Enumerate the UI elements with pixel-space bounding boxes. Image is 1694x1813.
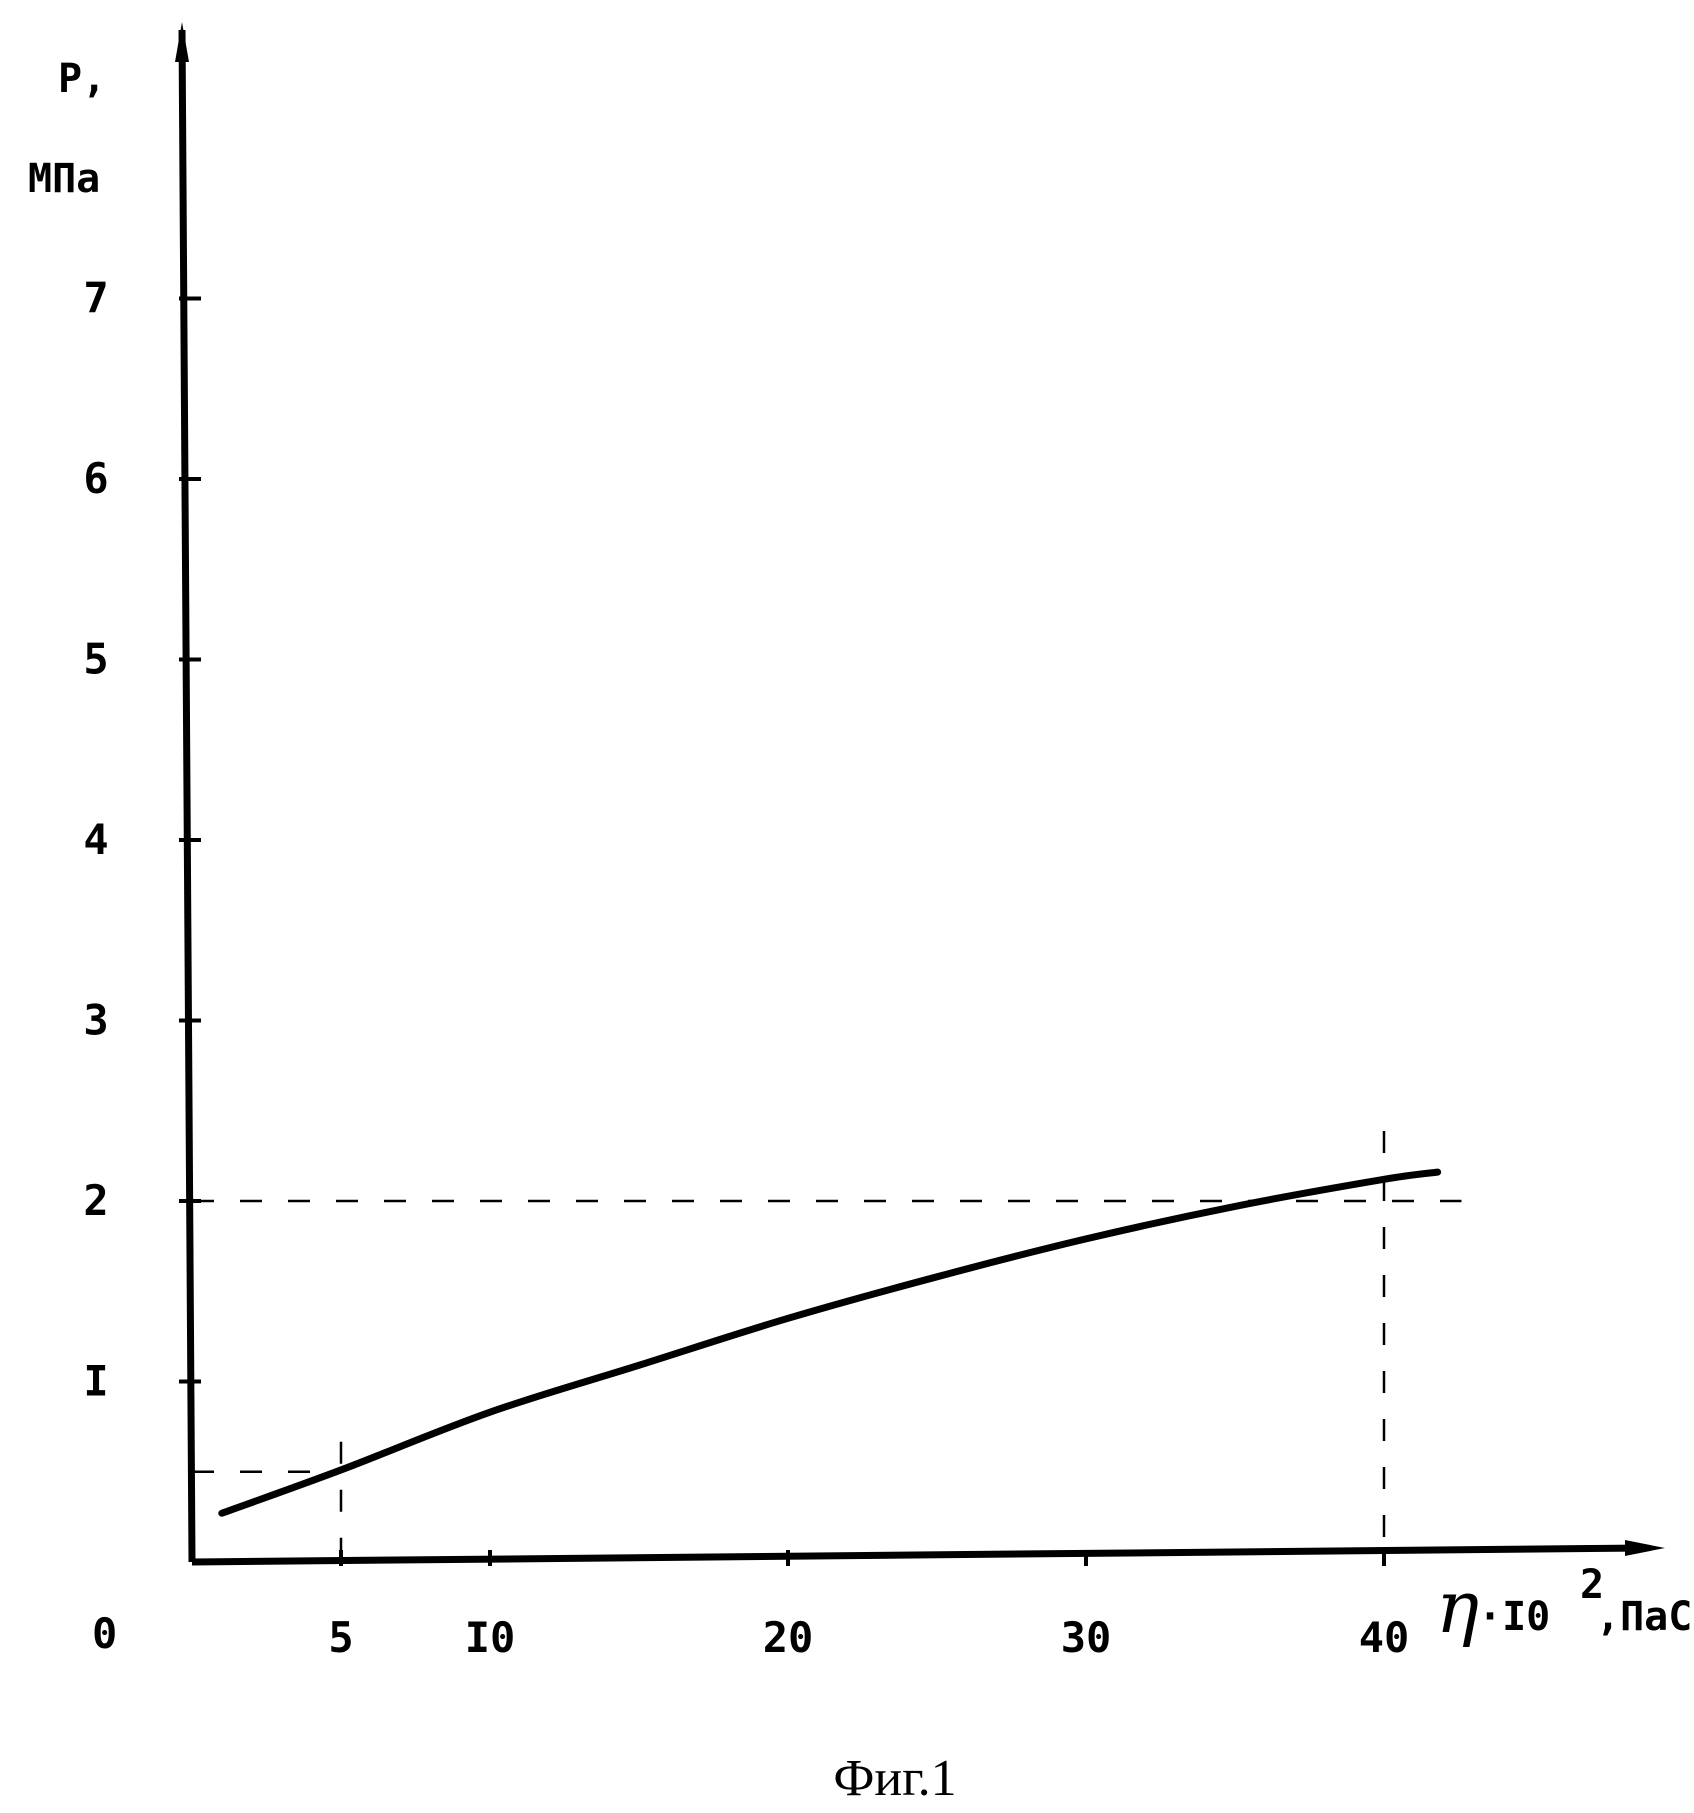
series — [222, 1172, 1438, 1513]
x-tick-label: 5 — [328, 1613, 353, 1662]
x-axis — [192, 1548, 1645, 1562]
x-axis-title-symbol: η — [1436, 1565, 1479, 1649]
y-axis-title-line1: P, — [58, 56, 106, 102]
y-axis-arrow — [175, 22, 189, 62]
x-axis-arrow — [1625, 1540, 1665, 1556]
axes — [175, 22, 1665, 1562]
y-tick-label: 3 — [83, 996, 108, 1045]
y-tick-label: 7 — [83, 274, 108, 323]
y-tick-label: 5 — [83, 635, 108, 684]
ticks: 5 I0 20 30 40 I 2 3 4 5 6 7 — [83, 274, 1409, 1663]
x-tick-label: I0 — [465, 1613, 516, 1662]
x-axis-title-rest: ·I0 — [1478, 1594, 1550, 1640]
x-tick-label: 40 — [1359, 1613, 1410, 1662]
y-tick-label: 6 — [83, 454, 108, 503]
series-line — [222, 1172, 1438, 1513]
x-tick-label: 20 — [763, 1613, 814, 1662]
x-axis-title-unit: ,ПаС — [1596, 1594, 1692, 1640]
x-tick-label: 30 — [1061, 1613, 1112, 1662]
y-tick-label: I — [83, 1357, 108, 1406]
y-tick-label: 4 — [83, 815, 108, 864]
figure-caption: Фиг.1 — [833, 1750, 956, 1807]
y-axis-title-line2: МПа — [28, 156, 100, 202]
y-axis — [182, 30, 192, 1562]
y-tick-label: 2 — [83, 1176, 108, 1225]
origin-label: 0 — [92, 1609, 117, 1658]
reference-lines — [192, 1131, 1461, 1562]
